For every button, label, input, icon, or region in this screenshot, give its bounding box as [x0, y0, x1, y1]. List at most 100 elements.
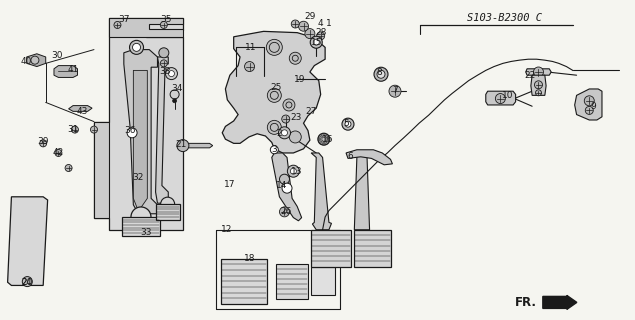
Polygon shape — [346, 150, 392, 165]
Bar — [311, 267, 335, 295]
Polygon shape — [486, 91, 516, 105]
Polygon shape — [54, 66, 77, 77]
Text: 8: 8 — [377, 68, 383, 77]
Text: 11: 11 — [245, 43, 257, 52]
Text: 19: 19 — [294, 75, 305, 84]
Polygon shape — [27, 54, 46, 67]
Text: 42: 42 — [53, 148, 64, 157]
Circle shape — [39, 140, 47, 147]
Circle shape — [267, 88, 281, 102]
Text: 7: 7 — [392, 86, 398, 95]
Text: 15: 15 — [311, 38, 322, 47]
Text: 37: 37 — [118, 15, 130, 24]
Polygon shape — [222, 31, 325, 153]
Bar — [122, 217, 160, 236]
Text: 2: 2 — [277, 129, 282, 138]
Polygon shape — [272, 153, 302, 221]
Text: 13: 13 — [291, 167, 303, 176]
Circle shape — [271, 146, 278, 154]
Circle shape — [279, 207, 290, 217]
Circle shape — [298, 21, 309, 31]
Circle shape — [345, 121, 351, 127]
Bar — [354, 230, 391, 267]
Circle shape — [313, 39, 319, 45]
Text: 20: 20 — [21, 278, 32, 287]
Circle shape — [244, 61, 255, 72]
Text: 39: 39 — [37, 137, 49, 146]
Circle shape — [114, 21, 121, 28]
Circle shape — [495, 93, 505, 104]
Text: 41: 41 — [67, 65, 79, 74]
Circle shape — [65, 164, 72, 172]
Circle shape — [71, 126, 79, 133]
Circle shape — [168, 71, 175, 76]
Circle shape — [584, 96, 594, 106]
Text: 38: 38 — [159, 67, 171, 76]
Text: FR.: FR. — [515, 296, 537, 309]
Circle shape — [266, 39, 283, 55]
Text: 30: 30 — [51, 51, 63, 60]
FancyArrow shape — [543, 295, 577, 309]
Bar — [276, 264, 308, 299]
Polygon shape — [124, 50, 157, 214]
Text: 10: 10 — [502, 91, 513, 100]
Polygon shape — [8, 197, 48, 285]
Circle shape — [279, 174, 290, 184]
Text: 16: 16 — [322, 135, 333, 144]
Polygon shape — [354, 153, 370, 230]
Circle shape — [127, 128, 137, 138]
Circle shape — [159, 48, 169, 58]
Polygon shape — [526, 69, 551, 75]
Circle shape — [535, 90, 542, 96]
Circle shape — [279, 127, 290, 139]
Polygon shape — [575, 89, 602, 120]
Circle shape — [535, 81, 542, 89]
Circle shape — [271, 123, 278, 131]
Circle shape — [585, 106, 593, 114]
Circle shape — [133, 43, 140, 51]
Text: 31: 31 — [67, 125, 79, 134]
Text: 18: 18 — [244, 254, 255, 263]
Circle shape — [290, 52, 301, 64]
Circle shape — [90, 126, 98, 133]
Circle shape — [267, 120, 281, 134]
Circle shape — [318, 133, 330, 145]
Polygon shape — [311, 153, 331, 230]
Polygon shape — [531, 75, 546, 95]
Circle shape — [160, 60, 168, 67]
Circle shape — [292, 55, 298, 61]
Circle shape — [173, 99, 177, 103]
Circle shape — [311, 36, 322, 48]
Polygon shape — [133, 70, 147, 211]
Circle shape — [282, 115, 290, 123]
Circle shape — [31, 56, 39, 64]
Circle shape — [269, 42, 279, 52]
Text: 4: 4 — [318, 20, 323, 28]
Circle shape — [161, 197, 175, 211]
Bar — [221, 259, 267, 304]
Circle shape — [342, 118, 354, 130]
Circle shape — [166, 68, 177, 80]
Text: 6: 6 — [347, 152, 353, 161]
Circle shape — [170, 90, 179, 99]
Polygon shape — [69, 106, 92, 111]
Circle shape — [290, 168, 297, 174]
Circle shape — [282, 183, 292, 193]
Circle shape — [131, 207, 151, 227]
Circle shape — [22, 276, 32, 287]
Circle shape — [286, 102, 292, 108]
Text: 34: 34 — [171, 84, 182, 93]
Circle shape — [288, 165, 299, 177]
Polygon shape — [156, 57, 168, 203]
Circle shape — [271, 92, 278, 99]
Text: 32: 32 — [133, 173, 144, 182]
Circle shape — [290, 131, 301, 143]
Circle shape — [55, 149, 62, 156]
Text: 28: 28 — [315, 28, 326, 37]
Circle shape — [281, 130, 288, 136]
Circle shape — [177, 140, 189, 152]
Text: 26: 26 — [280, 207, 291, 216]
Text: 36: 36 — [124, 126, 136, 135]
Circle shape — [317, 32, 324, 40]
Circle shape — [305, 28, 315, 39]
